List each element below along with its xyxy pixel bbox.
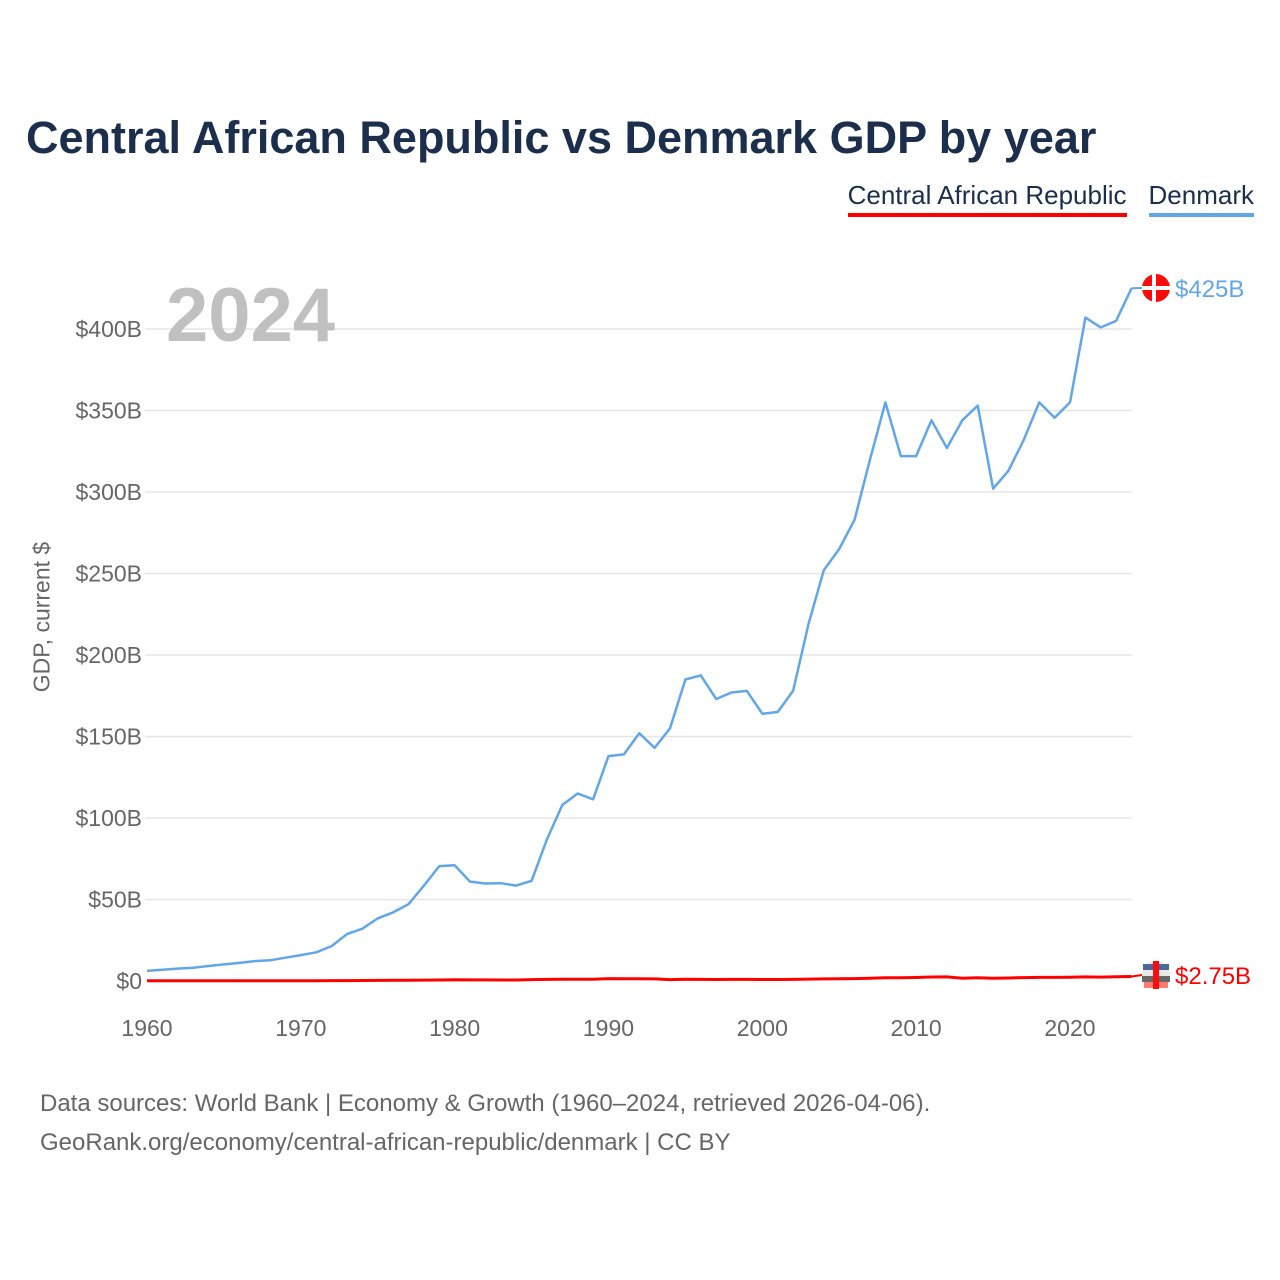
end-value-label-denmark: $425B [1175,276,1244,303]
y-tick-label: $0 [116,968,142,994]
y-tick-label: $400B [75,316,142,342]
x-tick-label: 1970 [275,1015,326,1041]
legend: Central African Republic Denmark [847,180,1254,217]
y-tick-label: $350B [75,398,142,424]
legend-item-denmark[interactable]: Denmark [1148,180,1254,217]
end-value-label-central-african-republic: $2.75B [1175,963,1251,990]
legend-item-central-african-republic[interactable]: Central African Republic [847,180,1127,217]
y-tick-label: $50B [88,887,142,913]
end-connector [1131,974,1143,978]
footer-sources: Data sources: World Bank | Economy & Gro… [40,1090,931,1117]
footer: Data sources: World Bank | Economy & Gro… [40,1084,930,1162]
x-tick-label: 2020 [1044,1015,1095,1041]
x-tick-label: 1990 [583,1015,634,1041]
y-tick-label: $250B [75,561,142,587]
chart-title: Central African Republic vs Denmark GDP … [26,112,1097,163]
y-tick-label: $100B [75,805,142,831]
flag-stripe [1153,961,1159,989]
footer-link[interactable]: GeoRank.org/economy/central-african-repu… [40,1129,731,1156]
x-tick-label: 1960 [121,1015,172,1041]
x-tick-label: 2000 [737,1015,788,1041]
x-tick-label: 2010 [891,1015,942,1041]
series-line-central-african-republic [147,975,1132,983]
year-display: 2024 [166,273,336,358]
y-tick-label: $150B [75,724,142,750]
series-line-denmark [146,287,1133,973]
y-tick-label: $200B [75,642,142,668]
flag-cross [1152,274,1156,302]
y-tick-label: $300B [75,479,142,505]
x-tick-label: 1980 [429,1015,480,1041]
